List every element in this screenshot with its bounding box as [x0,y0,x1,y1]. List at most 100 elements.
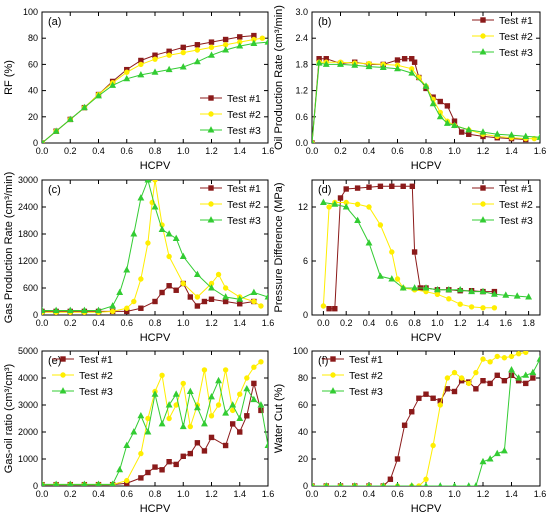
data-point [409,183,416,190]
y-axis-title: Oil Production Rate (cm³/min) [273,5,285,150]
data-point [243,384,251,392]
data-point [487,380,493,387]
data-point [222,442,229,449]
x-tick-label: 1.6 [534,146,547,156]
x-tick-label: 1.4 [233,318,246,328]
data-point [411,249,418,255]
data-point [446,296,452,302]
data-point [159,372,165,378]
data-point [180,453,186,460]
data-point [399,284,407,291]
data-point [388,275,396,282]
data-point [208,413,215,419]
x-tick-label: 0.4 [92,146,105,156]
data-point [173,287,179,293]
legend-marker [330,372,336,378]
data-point [124,69,130,75]
data-point [250,288,258,295]
y-tick-label: 20 [298,454,308,464]
data-point [222,285,229,291]
data-point [433,285,441,293]
series-3 [312,355,540,486]
x-tick-label: 1.4 [233,146,246,156]
legend-marker [329,387,337,394]
data-point [500,447,508,454]
data-point [237,34,243,40]
data-point [486,455,494,462]
data-point [236,295,244,302]
data-point [337,195,344,201]
data-point [201,367,208,373]
x-tick-label: 1.0 [448,146,461,156]
data-point [42,139,45,143]
x-tick-label: 0.8 [420,146,433,156]
data-point [445,285,453,293]
data-point [343,186,349,192]
legend-marker [479,48,487,55]
data-point [430,442,436,449]
data-point [138,305,144,311]
x-tick-label: 0.8 [420,489,433,499]
series-line [312,58,526,143]
data-point [152,298,158,305]
data-point [389,249,395,255]
data-point [236,414,244,421]
data-point [508,353,515,360]
series-1 [42,380,264,486]
data-point [166,283,172,289]
x-tick-label: 0.8 [408,318,421,328]
data-point [80,103,88,111]
data-point [525,293,533,300]
data-point [479,128,487,135]
data-point [456,285,464,293]
x-tick-label: 1.0 [177,489,190,499]
data-point [409,56,415,62]
y-tick-label: 0 [33,481,38,491]
data-point [411,284,419,291]
data-point [493,130,501,137]
legend: Test #1 Test #2 Test #3 [472,15,533,59]
data-point [365,239,373,246]
data-point [222,367,229,373]
x-tick-label: 1.2 [477,146,490,156]
series-3 [312,59,540,143]
series-line [323,202,529,298]
legend-label: Test #1 [227,183,261,195]
data-point [172,390,180,397]
data-point [229,401,237,408]
data-point [151,203,159,210]
x-axis-title: HCPV [411,160,442,172]
data-point [451,388,458,395]
x-axis-title: HCPV [411,503,442,515]
data-point [451,121,458,129]
legend-label: Test #2 [227,199,261,211]
data-point [201,298,208,305]
x-tick-label: 0.2 [334,146,347,156]
data-point [208,284,215,291]
legend-label: Test #3 [227,125,261,137]
data-point [180,44,186,51]
data-point [422,82,430,89]
x-tick-label: 0.4 [363,489,376,499]
y-axis-title: Water Cut (%) [273,384,285,453]
x-tick-label: 0.2 [340,318,353,328]
x-tick-label: 0.6 [120,318,133,328]
legend-marker [59,387,67,394]
legend-label: Test #3 [349,386,383,398]
data-point [166,52,172,58]
x-tick-label: 0.8 [149,489,162,499]
y-tick-label: 40 [28,86,38,96]
data-point [332,306,338,312]
data-point [145,240,151,246]
data-point [502,291,510,298]
y-tick-label: 1.2 [295,86,308,96]
x-axis-title: HCPV [140,160,171,172]
data-point [400,183,406,190]
x-tick-label: 0.6 [391,146,404,156]
data-point [437,402,443,408]
data-point [394,57,401,63]
data-point [529,368,537,376]
legend-marker [207,126,215,133]
y-tick-label: 20 [28,112,38,122]
data-point [237,391,243,397]
